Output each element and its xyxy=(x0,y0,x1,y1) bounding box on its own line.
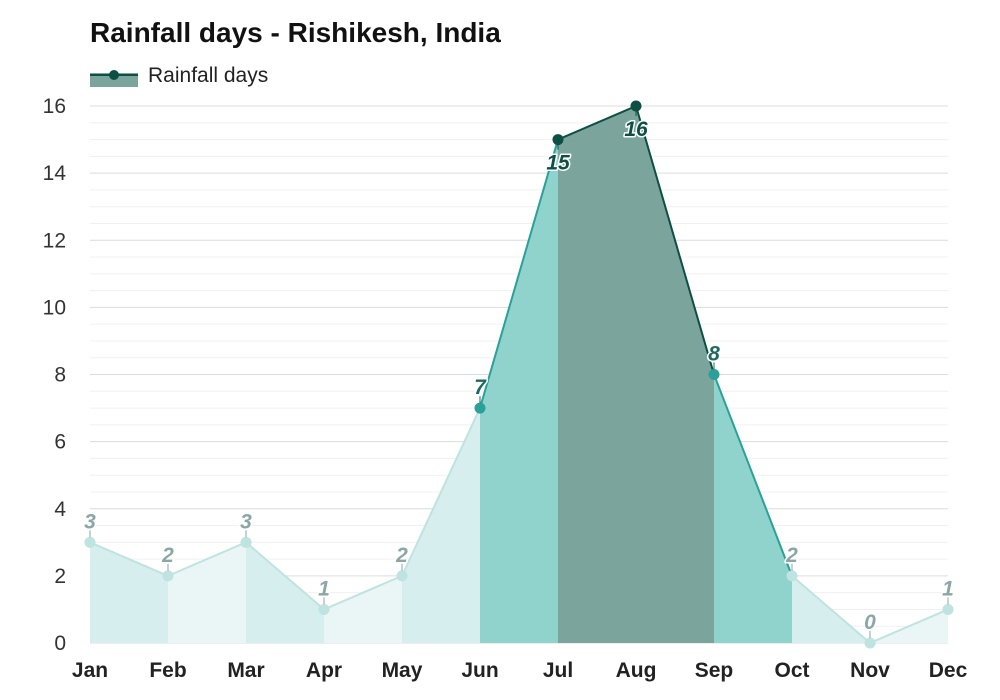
x-tick-label-jan: Jan xyxy=(72,659,108,682)
series-lines xyxy=(89,105,949,644)
x-tick-label-apr: Apr xyxy=(306,659,342,682)
data-point-may[interactable] xyxy=(396,570,408,582)
legend-marker xyxy=(109,70,119,80)
x-tick-label-sep: Sep xyxy=(695,659,734,682)
x-tick-label-oct: Oct xyxy=(774,659,809,682)
y-tick-label: 12 xyxy=(43,229,66,252)
y-tick-label: 14 xyxy=(43,162,67,185)
line-segment-aug xyxy=(635,105,715,375)
data-label-jun: 7 xyxy=(474,376,487,399)
x-tick-label-may: May xyxy=(382,659,423,682)
area-segment-may xyxy=(402,408,480,643)
data-point-mar[interactable] xyxy=(240,536,252,548)
y-tick-label: 2 xyxy=(54,565,66,588)
line-segment-may xyxy=(401,407,481,577)
data-label-may: 2 xyxy=(395,544,408,567)
data-label-nov: 0 xyxy=(864,611,876,634)
y-tick-label: 16 xyxy=(43,95,66,118)
data-point-feb[interactable] xyxy=(162,570,174,582)
data-point-nov[interactable] xyxy=(864,637,876,649)
line-segment-nov xyxy=(869,608,949,644)
x-tick-label-dec: Dec xyxy=(929,659,968,682)
data-point-aug[interactable] xyxy=(630,100,642,112)
y-tick-label: 4 xyxy=(54,498,66,521)
area-segment-mar xyxy=(246,542,324,643)
data-points xyxy=(84,100,954,649)
data-point-apr[interactable] xyxy=(318,603,330,615)
data-point-jun[interactable] xyxy=(474,402,486,414)
line-segment-mar xyxy=(245,541,325,611)
line-segment-sep xyxy=(713,374,793,577)
area-segment-jan xyxy=(90,542,168,643)
data-label-jan: 3 xyxy=(84,510,96,533)
x-tick-label-aug: Aug xyxy=(616,659,657,682)
line-segment-feb xyxy=(167,541,247,577)
data-point-jul[interactable] xyxy=(552,134,564,146)
y-axis-ticks: 0 2 4 6 8 10 12 14 16 xyxy=(43,95,67,655)
data-point-oct[interactable] xyxy=(786,570,798,582)
area-segment-jul xyxy=(558,106,636,643)
line-segment-jun xyxy=(479,139,559,409)
x-tick-label-jun: Jun xyxy=(461,659,498,682)
data-label-sep: 8 xyxy=(708,343,720,366)
x-tick-label-jul: Jul xyxy=(543,659,573,682)
chart-title: Rainfall days - Rishikesh, India xyxy=(90,17,501,48)
data-labels: 3 2 3 1 2 7 15 16 8 2 0 1 xyxy=(83,110,955,638)
area-segment-sep xyxy=(714,374,792,643)
y-tick-label: 6 xyxy=(54,431,66,454)
x-axis-ticks: Jan Feb Mar Apr May Jun Jul Aug Sep Oct Nov Dec xyxy=(72,659,968,682)
data-label-feb: 2 xyxy=(161,544,174,567)
area-segment-feb xyxy=(168,542,246,643)
line-segment-apr xyxy=(323,574,403,611)
area-segment-apr xyxy=(324,575,402,643)
data-label-oct: 2 xyxy=(785,544,798,567)
data-label-aug: 16 xyxy=(624,118,648,141)
data-point-jan[interactable] xyxy=(84,536,96,548)
legend-label: Rainfall days xyxy=(148,64,268,87)
area-segment-jun xyxy=(480,139,558,643)
y-tick-label: 10 xyxy=(43,296,66,319)
area-segment-aug xyxy=(636,106,714,643)
line-segment-oct xyxy=(791,575,871,644)
y-tick-label: 8 xyxy=(54,364,66,387)
data-label-jul: 15 xyxy=(546,152,570,175)
data-point-dec[interactable] xyxy=(942,603,954,615)
line-segment-jan xyxy=(89,541,169,577)
data-label-apr: 1 xyxy=(318,577,330,600)
x-tick-label-feb: Feb xyxy=(149,659,186,682)
x-tick-label-nov: Nov xyxy=(850,659,890,682)
x-tick-label-mar: Mar xyxy=(227,659,264,682)
data-label-dec: 1 xyxy=(942,577,954,600)
line-segment-jul xyxy=(557,105,637,141)
data-label-mar: 3 xyxy=(240,510,252,533)
legend[interactable]: Rainfall days xyxy=(90,64,268,87)
y-tick-label: 0 xyxy=(54,632,66,655)
data-point-sep[interactable] xyxy=(708,369,720,380)
